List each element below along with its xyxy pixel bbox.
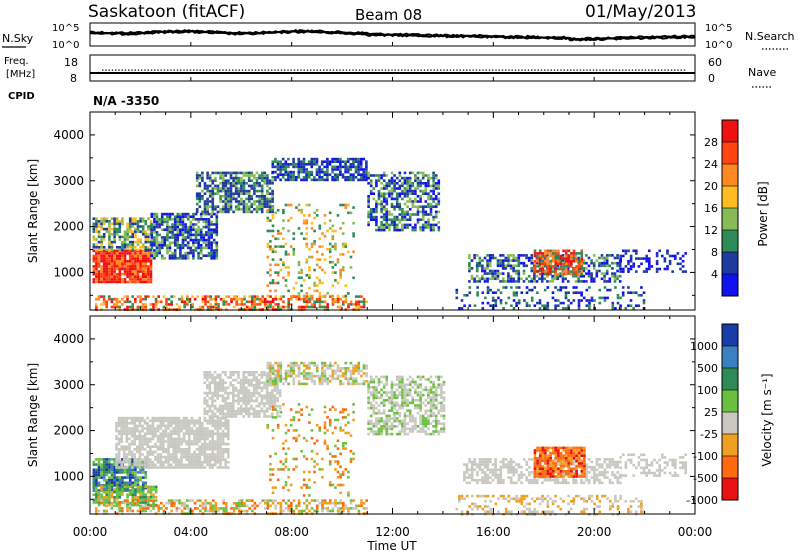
colorbar-tick-label: 500 xyxy=(697,362,718,375)
colorbar-tick-label: 1000 xyxy=(690,340,718,353)
colorbar-swatch xyxy=(722,434,738,457)
colorbar-tick-label: 4 xyxy=(711,268,718,281)
colorbar-swatch xyxy=(722,230,738,253)
colorbar-swatch xyxy=(722,142,738,165)
noise-right-tick-low: 10^0 xyxy=(705,40,732,51)
date-label: 01/May/2013 xyxy=(585,2,697,22)
colorbar-tick-label: 100 xyxy=(697,384,718,397)
noise-right-tick-high: 10^5 xyxy=(705,23,732,34)
colorbar-tick-label: 8 xyxy=(711,246,718,259)
colorbar-swatch xyxy=(722,324,738,347)
time-tick-label: 16:00 xyxy=(476,525,511,539)
power-panel: 1000 2000 3000 4000 Slant Range [km] 28 24 20… xyxy=(26,111,770,311)
nave-tick-low: 0 xyxy=(708,72,715,85)
colorbar-swatch xyxy=(722,412,738,435)
colorbar-tick-label: -500 xyxy=(693,472,718,485)
colorbar-swatch xyxy=(722,346,738,369)
colorbar-tick-label: 20 xyxy=(704,180,718,193)
time-tick-label: 00:00 xyxy=(73,525,108,539)
nave-label: Nave xyxy=(748,66,776,79)
beam-label: Beam 08 xyxy=(355,6,422,24)
colorbar-swatch xyxy=(722,208,738,231)
noise-panel: N.Sky 10^5 10^0 10^5 10^0 N.Search xyxy=(2,22,795,51)
range-tick-label: 2000 xyxy=(53,220,84,234)
velocity-ylabel: Slant Range [km] xyxy=(26,363,40,467)
colorbar-swatch xyxy=(722,478,738,501)
colorbar-swatch xyxy=(722,390,738,413)
range-tick-label: 3000 xyxy=(53,378,84,392)
time-tick-label: 00:00 xyxy=(678,525,713,539)
freq-panel: Freq. [MHz] 18 8 60 0 Nave xyxy=(4,54,776,88)
velocity-panel: 1000 2000 3000 4000 Slant Range [km] 1000 50… xyxy=(26,315,774,516)
time-tick-label: 04:00 xyxy=(174,525,209,539)
time-tick-label: 20:00 xyxy=(577,525,612,539)
range-tick-label: 1000 xyxy=(53,265,84,279)
colorbar-tick-label: -100 xyxy=(693,450,718,463)
power-ylabel: Slant Range [km] xyxy=(26,159,40,263)
mhz-label: [MHz] xyxy=(6,69,35,80)
colorbar-swatch xyxy=(722,274,738,297)
colorbar-tick-label: 28 xyxy=(704,136,718,149)
colorbar-tick-label: 12 xyxy=(704,224,718,237)
time-tick-label: 12:00 xyxy=(375,525,410,539)
cpid-value: N/A -3350 xyxy=(93,94,159,108)
nsearch-label: N.Search xyxy=(745,30,795,43)
freq-label: Freq. xyxy=(4,56,29,67)
freq-tick-high: 18 xyxy=(64,56,78,69)
colorbar-swatch xyxy=(722,456,738,479)
range-tick-label: 3000 xyxy=(53,174,84,188)
range-tick-label: 2000 xyxy=(53,424,84,438)
range-tick-label: 4000 xyxy=(53,128,84,142)
time-tick-label: 08:00 xyxy=(274,525,309,539)
colorbar-tick-label: 25 xyxy=(704,406,718,419)
velocity-cbar-label: Velocity [m s⁻¹] xyxy=(760,373,774,466)
colorbar-swatch xyxy=(722,186,738,209)
range-tick-label: 4000 xyxy=(53,332,84,346)
power-data-layer xyxy=(92,157,687,311)
colorbar-swatch xyxy=(722,252,738,275)
colorbar-swatch xyxy=(722,164,738,187)
noise-left-tick-high: 10^5 xyxy=(52,23,79,34)
colorbar-tick-label: -1000 xyxy=(686,494,718,507)
colorbar-tick-label: -25 xyxy=(700,428,718,441)
nsky-label: N.Sky xyxy=(2,32,34,45)
power-cbar-label: Power [dB] xyxy=(756,181,770,246)
colorbar-tick-label: 24 xyxy=(704,158,718,171)
velocity-data-layer xyxy=(92,361,687,516)
noise-left-tick-low: 10^0 xyxy=(52,40,79,51)
colorbar-swatch xyxy=(722,368,738,391)
colorbar-swatch xyxy=(722,120,738,143)
nave-tick-high: 60 xyxy=(708,56,722,69)
station-title: Saskatoon (fitACF) xyxy=(88,2,245,22)
colorbar-tick-label: 16 xyxy=(704,202,718,215)
cpid-label: CPID xyxy=(8,91,35,102)
time-axis: 00:00 04:00 08:00 12:00 16:00 20:00 00:00 xyxy=(73,42,713,539)
time-axis-label: Time UT xyxy=(366,539,417,553)
freq-tick-low: 8 xyxy=(70,72,77,85)
range-tick-label: 1000 xyxy=(53,469,84,483)
